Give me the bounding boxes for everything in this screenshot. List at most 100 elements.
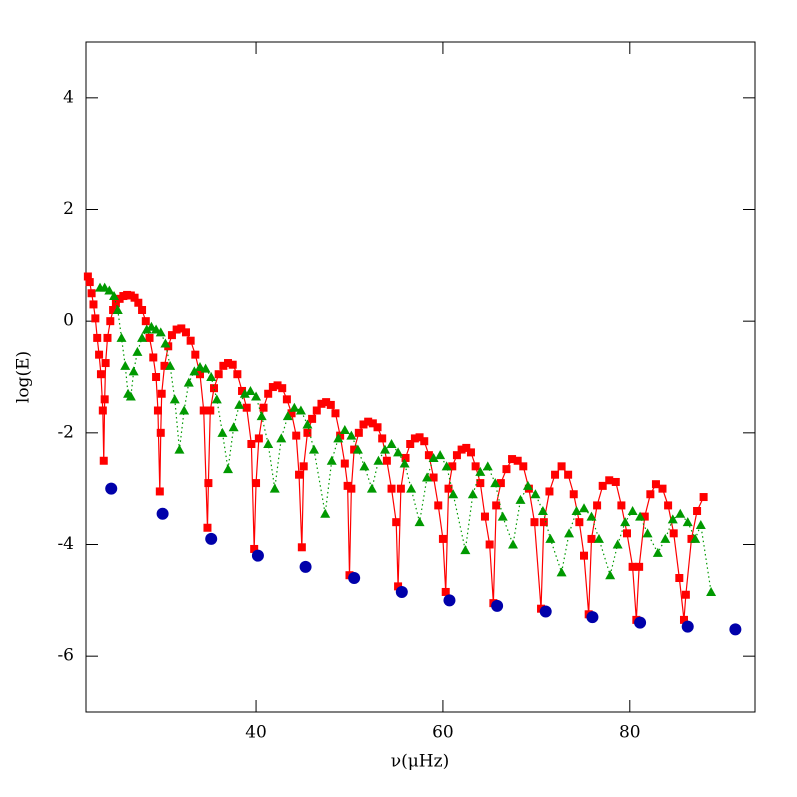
square-marker: [106, 317, 115, 326]
circle-marker: [443, 594, 456, 607]
triangle-marker: [605, 570, 616, 580]
square-marker: [669, 529, 678, 538]
square-marker: [699, 493, 708, 502]
circle-marker: [586, 611, 599, 624]
triangle-marker: [571, 506, 582, 515]
triangle-marker: [160, 338, 171, 348]
square-marker: [308, 414, 317, 423]
square-marker: [87, 289, 96, 298]
triangle-marker: [141, 324, 152, 334]
triangle-marker: [620, 517, 631, 527]
square-marker: [204, 479, 213, 488]
square-marker: [238, 386, 247, 395]
triangle-marker: [593, 533, 604, 543]
triangle-marker: [194, 361, 205, 371]
square-marker: [181, 328, 190, 337]
square-marker: [299, 462, 308, 471]
triangle-marker: [200, 363, 211, 373]
triangle-marker: [414, 517, 425, 527]
square-marker: [513, 456, 522, 465]
square-marker: [406, 440, 415, 448]
square-marker: [628, 562, 637, 571]
triangle-marker: [155, 327, 166, 337]
triangle-marker: [211, 394, 222, 404]
circle-marker: [395, 585, 408, 598]
triangle-marker: [545, 533, 556, 543]
triangle-marker: [373, 455, 384, 465]
square-marker: [317, 399, 326, 408]
square-marker: [206, 406, 215, 415]
triangle-marker: [406, 483, 417, 493]
triangle-marker: [642, 528, 653, 538]
square-marker: [153, 406, 162, 415]
circle-marker: [729, 623, 742, 636]
square-marker: [199, 406, 208, 415]
triangle-marker: [109, 291, 120, 301]
triangle-marker: [269, 483, 280, 493]
circle-marker: [205, 532, 218, 545]
y-tick-label: 4: [63, 87, 74, 107]
square-marker: [575, 518, 584, 527]
square-marker: [368, 419, 377, 428]
triangle-marker: [428, 452, 439, 462]
square-marker: [210, 384, 219, 393]
square-marker: [155, 487, 164, 496]
x-tick-label: 60: [432, 723, 454, 743]
y-tick-label: 2: [63, 199, 74, 219]
square-marker: [679, 615, 688, 624]
triangle-marker: [308, 444, 319, 454]
triangle-marker: [302, 419, 313, 429]
circle-marker: [681, 620, 694, 633]
triangle-marker: [245, 385, 256, 395]
square-marker: [441, 587, 450, 596]
square-marker: [378, 434, 387, 443]
triangle-marker: [612, 539, 623, 549]
square-marker: [444, 484, 453, 493]
triangle-marker: [490, 478, 501, 488]
square-marker: [233, 370, 242, 379]
circle-marker: [299, 560, 312, 573]
square-marker: [95, 350, 104, 359]
triangle-marker: [393, 447, 404, 457]
square-marker: [664, 501, 673, 510]
square-marker: [617, 501, 626, 510]
square-marker: [172, 325, 181, 334]
triangle-marker: [223, 464, 234, 474]
triangle-marker: [256, 411, 267, 421]
square-marker: [191, 350, 200, 359]
triangle-marker: [515, 494, 526, 504]
square-marker: [611, 477, 620, 486]
square-marker: [364, 417, 373, 426]
circle-marker: [156, 507, 169, 520]
square-marker: [98, 406, 107, 415]
triangle-marker: [206, 372, 217, 381]
triangle-marker: [675, 508, 686, 518]
square-marker: [471, 462, 480, 471]
triangle-marker: [352, 444, 363, 454]
triangle-marker: [276, 433, 287, 443]
triangle-marker: [690, 533, 701, 543]
square-marker: [492, 501, 501, 510]
triangle-marker: [125, 391, 136, 401]
triangle-marker: [475, 466, 486, 476]
triangle-marker: [183, 377, 194, 387]
triangle-marker: [282, 411, 293, 421]
square-marker: [312, 406, 321, 415]
square-marker: [287, 409, 296, 418]
square-marker: [100, 395, 109, 404]
square-marker: [89, 300, 98, 309]
square-marker: [354, 428, 363, 437]
y-tick-label: -2: [57, 422, 74, 442]
square-marker: [434, 501, 443, 510]
square-marker: [496, 479, 505, 488]
triangle-marker: [339, 425, 350, 435]
square-marker: [605, 476, 614, 485]
triangle-marker: [627, 506, 638, 515]
y-tick-label: 0: [63, 311, 74, 331]
square-marker: [228, 360, 237, 369]
triangle-marker: [263, 439, 274, 448]
square-marker: [502, 465, 511, 474]
triangle-marker: [251, 391, 262, 401]
circle-marker: [251, 549, 264, 562]
